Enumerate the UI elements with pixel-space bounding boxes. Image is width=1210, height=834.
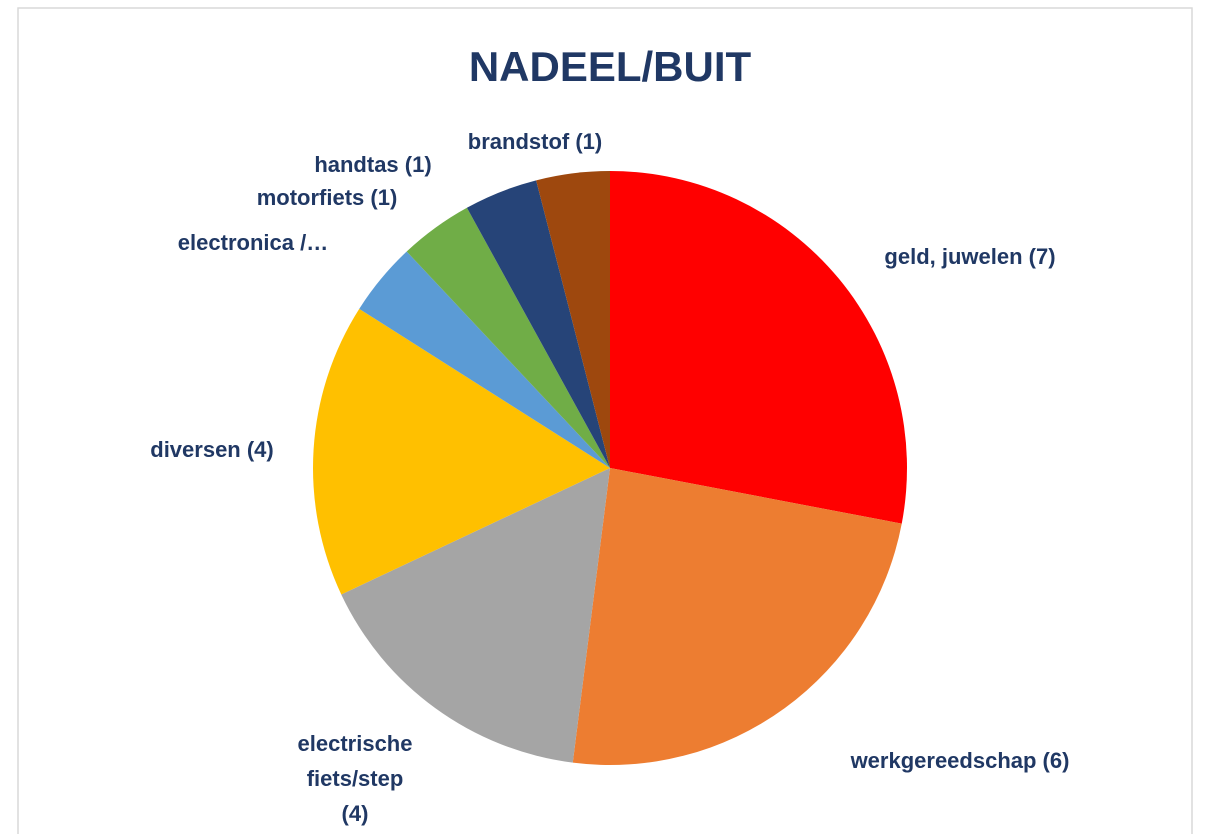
slice-label: electrische fiets/step (4) <box>298 731 413 826</box>
pie-slice <box>466 180 610 468</box>
pie-slice <box>313 308 610 595</box>
pie-slice <box>610 171 907 524</box>
slice-label: motorfiets (1) <box>257 185 398 210</box>
pie-slice <box>341 468 610 763</box>
slice-label: geld, juwelen (7) <box>884 244 1055 269</box>
chart-title: NADEEL/BUIT <box>469 43 752 90</box>
slice-label: werkgereedschap (6) <box>850 748 1070 773</box>
pie-slice <box>572 468 902 765</box>
pie-slice <box>406 207 610 468</box>
pie-slice <box>359 251 610 468</box>
slice-label: diversen (4) <box>150 437 274 462</box>
slice-label: electronica /… <box>178 230 328 255</box>
slice-label: handtas (1) <box>314 152 431 177</box>
pie-slice <box>536 171 610 468</box>
slice-label: brandstof (1) <box>468 129 602 154</box>
